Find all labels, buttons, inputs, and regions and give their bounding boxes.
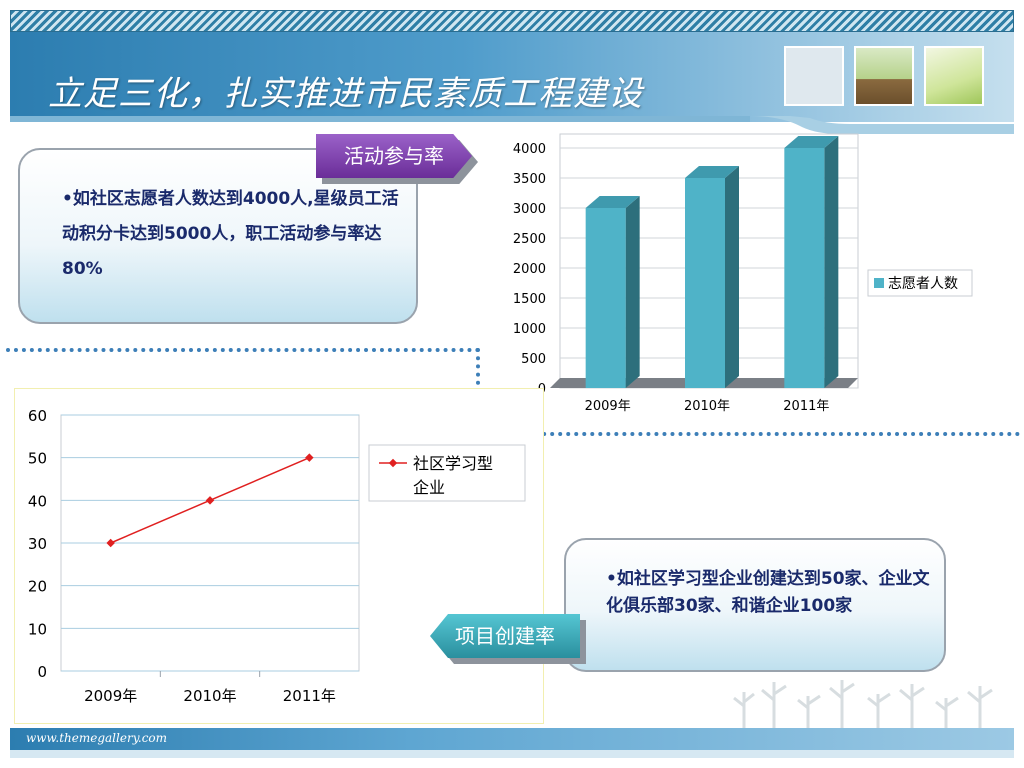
line-y-tick-label: 20	[28, 578, 47, 596]
creation-card: •如社区学习型企业创建达到50家、企业文化俱乐部30家、和谐企业100家	[564, 538, 946, 672]
decor-square-plain	[784, 46, 844, 106]
bar-top	[585, 196, 640, 208]
line-y-tick-label: 30	[28, 535, 47, 553]
bar-x-tick-label: 2011年	[783, 399, 829, 414]
bar-side	[625, 196, 640, 388]
bar	[585, 208, 626, 388]
bar-y-tick-label: 2000	[513, 262, 546, 277]
footer-strip	[10, 750, 1014, 758]
enterprise-line-chart: 0 10 20 30 40 50 60 2009年 2010年 2011年 社区学习型企业	[28, 407, 526, 705]
line-y-tick-label: 0	[37, 663, 47, 681]
footer-url: www.themegallery.com	[26, 731, 168, 745]
participation-text: •如社区志愿者人数达到4000人,星级员工活动积分卡达到5000人，职工活动参与…	[62, 189, 399, 279]
creation-tag: 项目创建率	[430, 614, 580, 658]
bar-y-tick-label: 500	[521, 352, 546, 367]
bar-y-tick-label: 1000	[513, 322, 546, 337]
line-x-tick-label: 2011年	[283, 687, 336, 705]
line-y-tick-label: 50	[28, 450, 47, 468]
line-y-tick-label: 10	[28, 620, 47, 638]
decor-plants	[733, 680, 993, 732]
footer-bar	[10, 728, 1014, 750]
page-title: 立足三化，扎实推进市民素质工程建设	[48, 74, 643, 114]
line-legend-label-1: 社区学习型	[413, 454, 493, 473]
bar-y-tick-label: 3500	[513, 172, 546, 187]
volunteer-bar-chart: 050010001500200025003000350040002009年201…	[513, 133, 973, 414]
line-y-tick-label: 40	[28, 492, 47, 510]
bar-x-tick-label: 2009年	[585, 399, 631, 414]
bar-y-tick-label: 4000	[513, 142, 546, 157]
bar-legend-box	[867, 269, 973, 297]
bar-legend-swatch	[874, 278, 884, 288]
participation-tag: 活动参与率	[316, 134, 472, 178]
header-curve	[10, 116, 1014, 134]
dotted-divider-right	[478, 432, 1020, 436]
bar	[685, 178, 725, 388]
header-banner	[10, 32, 1014, 122]
line-legend-label-2: 企业	[413, 478, 445, 497]
dotted-divider-left	[6, 348, 480, 352]
decor-sprout-image	[854, 46, 914, 106]
line-x-tick-label: 2009年	[84, 687, 137, 705]
bar-y-tick-label: 2500	[513, 232, 546, 247]
bar-x-tick-label: 2010年	[684, 399, 730, 414]
top-pattern-strip	[10, 10, 1014, 32]
line-legend-marker	[388, 458, 398, 468]
bar-top	[784, 136, 839, 148]
line-y-tick-label: 60	[28, 407, 47, 425]
line-legend-box	[368, 444, 526, 502]
creation-text: •如社区学习型企业创建达到50家、企业文化俱乐部30家、和谐企业100家	[606, 569, 930, 616]
bar-y-tick-label: 1500	[513, 292, 546, 307]
line-chart-frame: 0 10 20 30 40 50 60 2009年 2010年 2011年 社区学习型企业	[14, 388, 544, 724]
decor-leaf-image	[924, 46, 984, 106]
bar-side	[824, 136, 839, 388]
bar-y-tick-label: 3000	[513, 202, 546, 217]
bar-legend-label: 志愿者人数	[888, 276, 958, 292]
bar-side	[725, 166, 739, 388]
bar-top	[685, 166, 739, 178]
line-point	[305, 453, 314, 462]
line-x-tick-label: 2010年	[183, 687, 236, 705]
bar	[784, 148, 825, 388]
